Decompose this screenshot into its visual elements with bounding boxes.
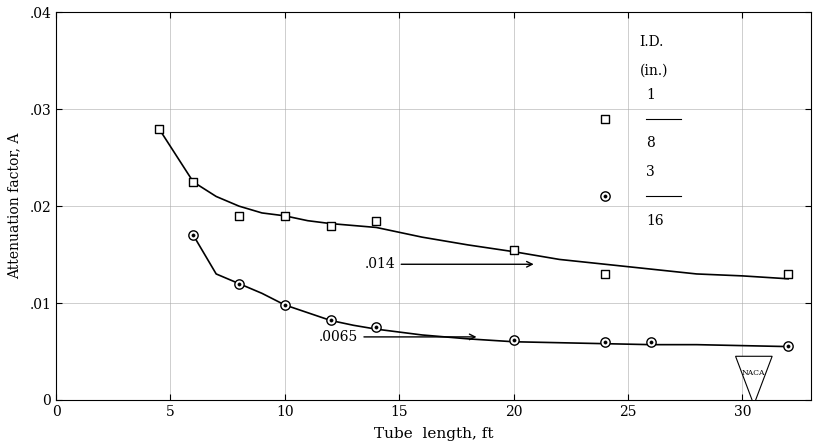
Point (278, 302, 291, 309)
Point (782, 270, 795, 277)
Point (370, 323, 383, 331)
Point (599, 193, 612, 200)
Point (782, 342, 795, 349)
Point (232, 280, 245, 287)
Point (278, 212, 291, 220)
Point (599, 193, 612, 200)
X-axis label: Tube  length, ft: Tube length, ft (374, 427, 493, 441)
Text: (in.): (in.) (640, 64, 668, 78)
Point (645, 338, 658, 345)
Point (599, 116, 612, 123)
Text: NACA: NACA (742, 369, 766, 377)
Text: .0065: .0065 (319, 330, 475, 344)
Point (324, 317, 337, 324)
Text: .014: .014 (365, 257, 533, 271)
Point (232, 280, 245, 287)
Point (278, 302, 291, 309)
Text: I.D.: I.D. (640, 34, 664, 48)
Point (599, 338, 612, 345)
Polygon shape (735, 356, 772, 405)
Text: 1: 1 (646, 87, 655, 102)
Point (599, 338, 612, 345)
Point (645, 338, 658, 345)
Point (370, 323, 383, 331)
Point (232, 212, 245, 220)
Text: 16: 16 (646, 214, 664, 228)
Point (507, 336, 520, 344)
Point (507, 246, 520, 253)
Text: 3: 3 (646, 165, 655, 179)
Point (370, 217, 383, 224)
Point (782, 342, 795, 349)
Point (324, 317, 337, 324)
Point (187, 232, 200, 239)
Point (599, 270, 612, 277)
Y-axis label: Attenuation factor, A: Attenuation factor, A (7, 133, 21, 280)
Point (187, 178, 200, 185)
Point (507, 336, 520, 344)
Point (152, 125, 165, 132)
Text: 8: 8 (646, 137, 655, 151)
Point (187, 232, 200, 239)
Point (324, 222, 337, 229)
